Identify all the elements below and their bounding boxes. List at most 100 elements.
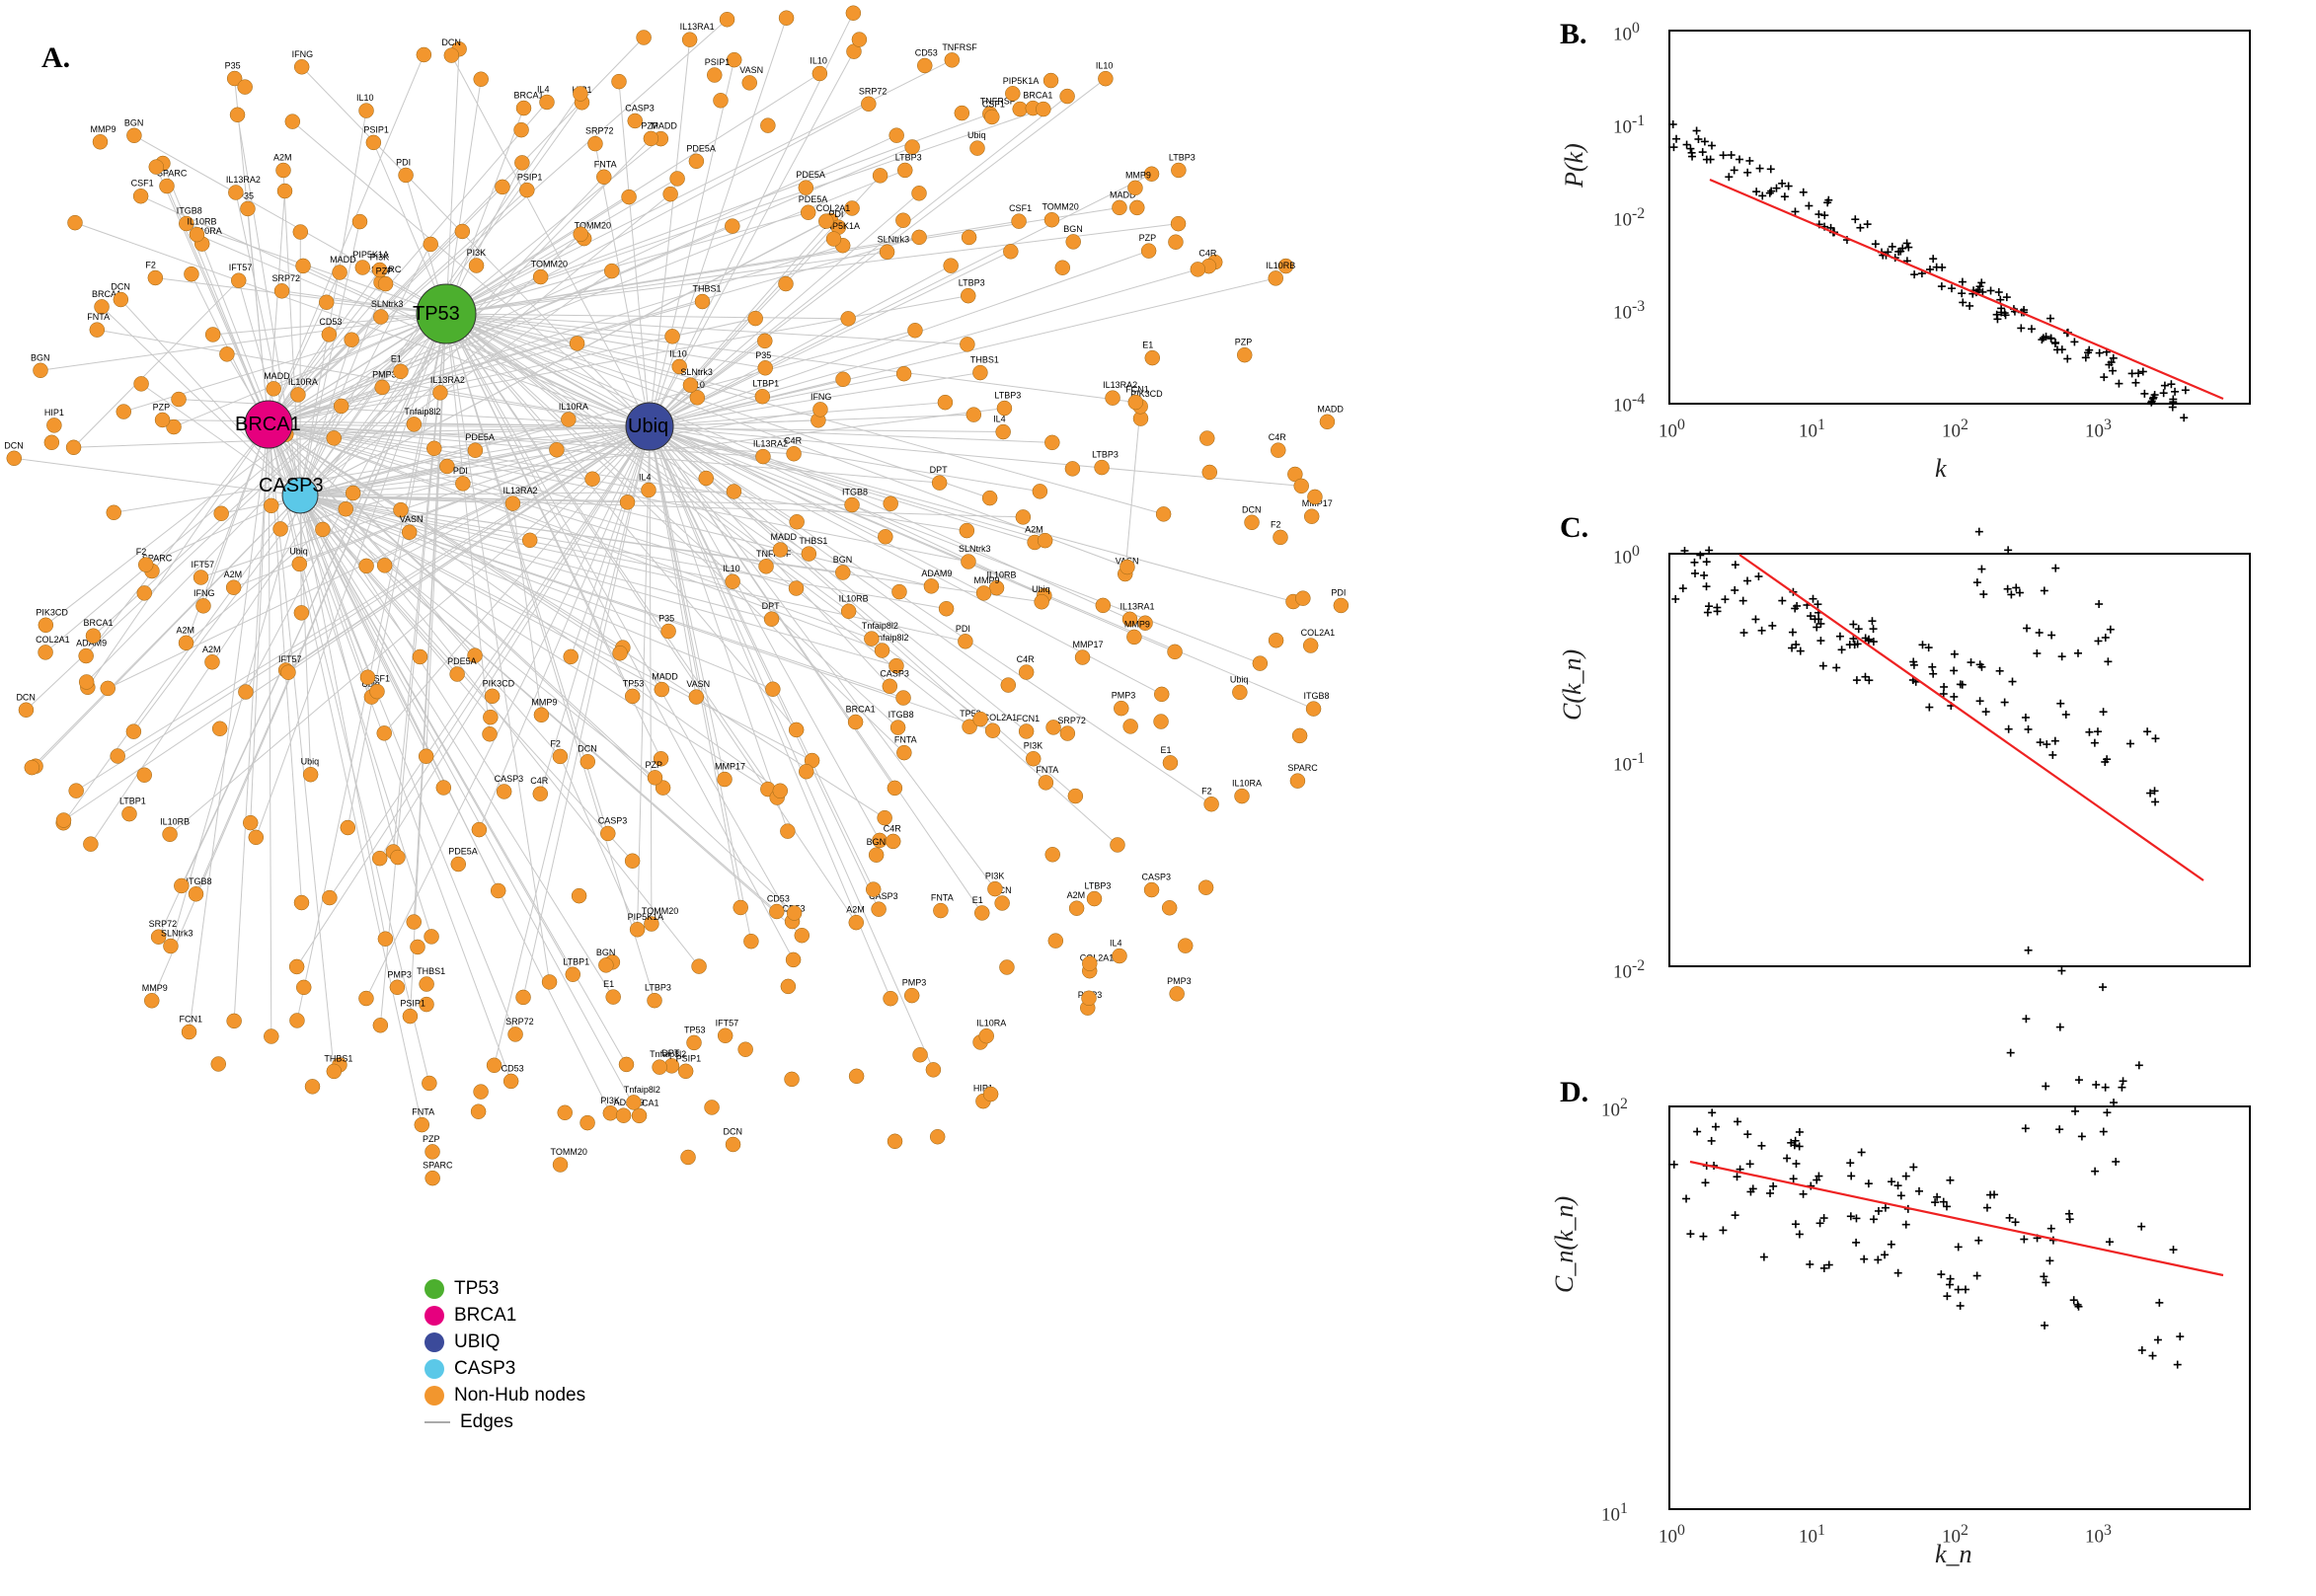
- gene-node[interactable]: [487, 1058, 502, 1073]
- gene-node[interactable]: [289, 1013, 304, 1027]
- gene-node[interactable]: [90, 323, 105, 338]
- gene-node[interactable]: [861, 97, 876, 112]
- gene-node[interactable]: [86, 629, 101, 644]
- gene-node[interactable]: [1171, 163, 1186, 178]
- gene-node[interactable]: [534, 708, 549, 722]
- gene-node[interactable]: [7, 451, 22, 466]
- gene-node[interactable]: [285, 114, 300, 129]
- gene-node[interactable]: [444, 48, 459, 63]
- gene-node[interactable]: [375, 380, 390, 395]
- gene-node[interactable]: [1290, 774, 1305, 789]
- gene-node[interactable]: [25, 760, 39, 775]
- gene-node[interactable]: [864, 632, 879, 646]
- gene-node[interactable]: [1307, 490, 1322, 504]
- gene-node[interactable]: [1170, 986, 1185, 1001]
- gene-node[interactable]: [1269, 633, 1283, 647]
- gene-node[interactable]: [620, 494, 635, 509]
- gene-node[interactable]: [912, 230, 927, 245]
- gene-node[interactable]: [1269, 270, 1283, 285]
- gene-node[interactable]: [564, 649, 579, 664]
- gene-node[interactable]: [1253, 656, 1268, 671]
- gene-node[interactable]: [974, 905, 989, 920]
- gene-node[interactable]: [930, 1129, 945, 1144]
- gene-node[interactable]: [773, 784, 788, 798]
- gene-node[interactable]: [687, 1035, 702, 1050]
- gene-node[interactable]: [606, 990, 621, 1005]
- gene-node[interactable]: [760, 118, 775, 133]
- gene-node[interactable]: [969, 141, 984, 156]
- gene-node[interactable]: [785, 1072, 800, 1087]
- gene-node[interactable]: [818, 214, 833, 229]
- gene-node[interactable]: [483, 710, 498, 724]
- gene-node[interactable]: [619, 1057, 634, 1072]
- gene-node[interactable]: [189, 886, 203, 901]
- gene-node[interactable]: [1036, 102, 1050, 116]
- gene-node[interactable]: [95, 299, 110, 314]
- gene-node[interactable]: [378, 932, 393, 947]
- gene-node[interactable]: [849, 1069, 864, 1084]
- gene-node[interactable]: [505, 496, 520, 511]
- gene-node[interactable]: [227, 1014, 242, 1028]
- gene-node[interactable]: [733, 900, 748, 915]
- gene-node[interactable]: [872, 902, 887, 917]
- gene-node[interactable]: [845, 497, 860, 512]
- gene-node[interactable]: [758, 360, 773, 375]
- gene-node[interactable]: [327, 430, 342, 445]
- gene-node[interactable]: [495, 180, 509, 194]
- gene-node[interactable]: [1320, 415, 1335, 429]
- gene-node[interactable]: [873, 833, 888, 848]
- gene-node[interactable]: [1005, 86, 1020, 101]
- gene-node[interactable]: [678, 1064, 693, 1079]
- gene-node[interactable]: [214, 506, 229, 521]
- gene-node[interactable]: [995, 895, 1010, 910]
- gene-node[interactable]: [1156, 506, 1171, 521]
- gene-node[interactable]: [748, 311, 763, 326]
- gene-node[interactable]: [111, 749, 125, 764]
- gene-node[interactable]: [984, 110, 999, 124]
- gene-node[interactable]: [366, 135, 381, 150]
- gene-node[interactable]: [121, 806, 136, 821]
- gene-node[interactable]: [689, 154, 704, 169]
- gene-node[interactable]: [960, 523, 974, 538]
- gene-node[interactable]: [663, 187, 678, 201]
- gene-node[interactable]: [755, 449, 770, 464]
- gene-node[interactable]: [644, 131, 658, 146]
- gene-node[interactable]: [1237, 347, 1252, 362]
- gene-node[interactable]: [869, 848, 884, 863]
- gene-node[interactable]: [1127, 181, 1142, 195]
- gene-node[interactable]: [148, 270, 163, 285]
- gene-node[interactable]: [420, 997, 434, 1012]
- gene-node[interactable]: [133, 189, 148, 203]
- gene-node[interactable]: [358, 991, 373, 1006]
- gene-node[interactable]: [641, 483, 656, 497]
- gene-node[interactable]: [296, 980, 311, 995]
- gene-node[interactable]: [553, 1158, 568, 1173]
- gene-node[interactable]: [683, 378, 698, 393]
- gene-node[interactable]: [1039, 775, 1053, 790]
- gene-node[interactable]: [413, 649, 427, 664]
- gene-node[interactable]: [917, 58, 932, 73]
- gene-node[interactable]: [289, 959, 304, 974]
- gene-node[interactable]: [1295, 591, 1310, 606]
- gene-node[interactable]: [1145, 350, 1160, 365]
- gene-node[interactable]: [280, 665, 295, 680]
- gene-node[interactable]: [1110, 837, 1124, 852]
- gene-node[interactable]: [155, 413, 170, 427]
- gene-node[interactable]: [1292, 728, 1307, 743]
- gene-node[interactable]: [264, 1029, 278, 1044]
- gene-node[interactable]: [355, 261, 370, 275]
- gene-node[interactable]: [126, 724, 141, 739]
- gene-node[interactable]: [630, 922, 645, 937]
- gene-node[interactable]: [69, 784, 84, 798]
- gene-node[interactable]: [240, 201, 255, 216]
- gene-node[interactable]: [1273, 530, 1287, 545]
- gene-node[interactable]: [211, 1056, 226, 1071]
- gene-node[interactable]: [290, 387, 305, 402]
- gene-node[interactable]: [891, 584, 906, 599]
- gene-node[interactable]: [372, 851, 387, 866]
- gene-node[interactable]: [407, 915, 422, 930]
- gene-node[interactable]: [226, 580, 241, 595]
- gene-node[interactable]: [972, 365, 987, 380]
- gene-node[interactable]: [39, 645, 53, 659]
- gene-node[interactable]: [1068, 789, 1083, 803]
